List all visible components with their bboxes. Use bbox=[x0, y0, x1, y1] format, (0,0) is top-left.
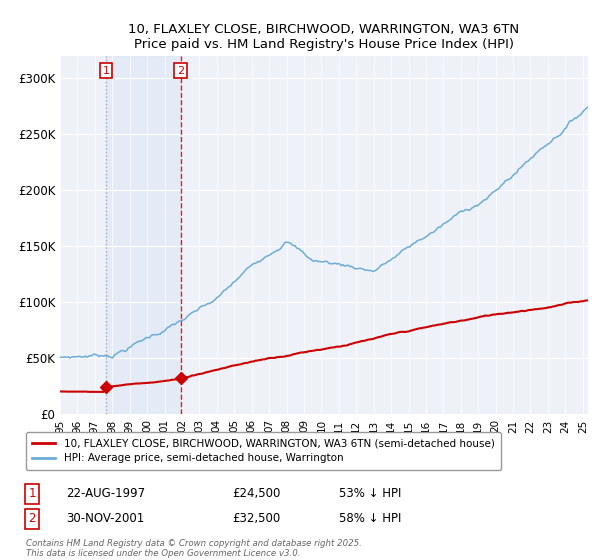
Text: 1: 1 bbox=[28, 487, 36, 501]
Title: 10, FLAXLEY CLOSE, BIRCHWOOD, WARRINGTON, WA3 6TN
Price paid vs. HM Land Registr: 10, FLAXLEY CLOSE, BIRCHWOOD, WARRINGTON… bbox=[128, 22, 520, 50]
Text: Contains HM Land Registry data © Crown copyright and database right 2025.
This d: Contains HM Land Registry data © Crown c… bbox=[26, 539, 362, 558]
Bar bbox=[106, 56, 181, 414]
Text: £32,500: £32,500 bbox=[232, 512, 281, 525]
Text: 58% ↓ HPI: 58% ↓ HPI bbox=[340, 512, 402, 525]
Legend: 10, FLAXLEY CLOSE, BIRCHWOOD, WARRINGTON, WA3 6TN (semi-detached house), HPI: Av: 10, FLAXLEY CLOSE, BIRCHWOOD, WARRINGTON… bbox=[26, 432, 500, 470]
Text: 2: 2 bbox=[177, 66, 184, 76]
Text: 2: 2 bbox=[28, 512, 36, 525]
Text: £24,500: £24,500 bbox=[232, 487, 281, 501]
Text: 1: 1 bbox=[103, 66, 109, 76]
Text: 30-NOV-2001: 30-NOV-2001 bbox=[66, 512, 144, 525]
Text: 53% ↓ HPI: 53% ↓ HPI bbox=[340, 487, 402, 501]
Text: 22-AUG-1997: 22-AUG-1997 bbox=[66, 487, 145, 501]
